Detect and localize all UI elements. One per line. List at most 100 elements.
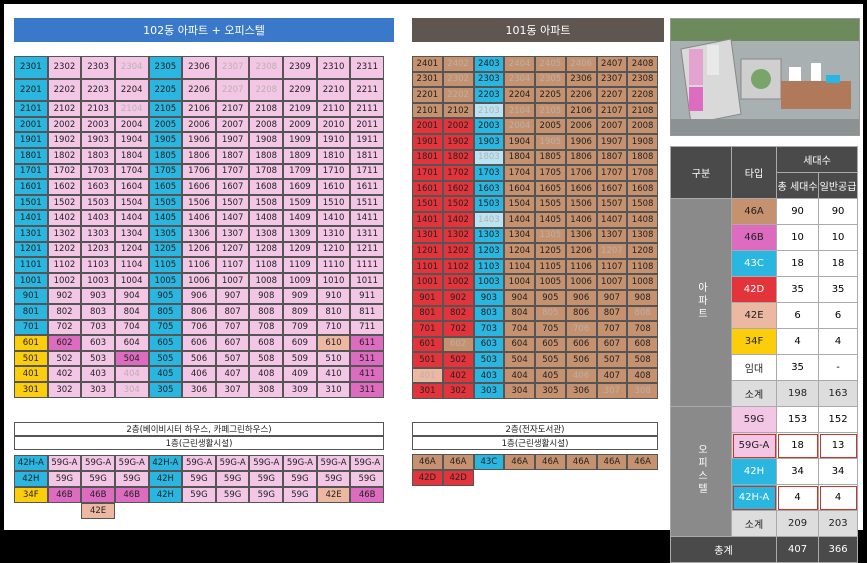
bldg102-unit-cell: 401 — [14, 366, 48, 382]
bldg102-unit-cell — [249, 503, 283, 519]
bldg102-unit-cell: 2110 — [316, 101, 351, 117]
bldg101-unit-cell: 2404 — [504, 56, 535, 72]
bldg101-unit-cell — [474, 470, 505, 486]
building-101-floor2-label: 2층(전자도서관) — [412, 422, 658, 436]
bldg102-unit-cell: 42E — [316, 487, 351, 503]
bldg101-unit-cell: 1403 — [473, 211, 505, 228]
bldg101-unit-cell — [504, 470, 535, 486]
bldg102-unit-cell: 1105 — [148, 257, 183, 273]
building-102-title: 102동 아파트 + 오피스텔 — [14, 18, 394, 42]
bldg101-unit-cell: 46A — [596, 454, 628, 470]
bldg102-unit-cell: 2311 — [350, 56, 384, 79]
bldg101-unit-cell: 1204 — [504, 243, 535, 259]
bldg101-unit-cell: 2203 — [473, 87, 505, 103]
total-cell: 18 — [775, 250, 820, 277]
bldg101-unit-cell: 807 — [596, 305, 628, 322]
bldg102-unit-cell: 1210 — [316, 241, 351, 258]
general-cell: 10 — [818, 224, 858, 251]
bldg102-unit-cell: 609 — [283, 335, 317, 351]
bldg102-unit-cell: 407 — [215, 366, 250, 382]
bldg101-unit-cell: 1308 — [627, 227, 658, 244]
bldg102-unit-cell: 1301 — [14, 225, 48, 242]
bldg101-unit-cell: 1702 — [442, 165, 474, 181]
bldg102-unit-cell: 59G — [249, 487, 284, 503]
bldg102-unit-cell: 403 — [81, 366, 115, 382]
bldg101-unit-cell: 1707 — [596, 165, 628, 181]
bldg102-unit-cell: 1109 — [283, 257, 317, 273]
bldg102-unit-cell: 910 — [316, 288, 351, 304]
bldg101-unit-cell: 1101 — [412, 258, 443, 275]
bldg102-unit-cell: 34F — [14, 487, 48, 503]
bldg101-unit-cell: 1607 — [596, 180, 628, 197]
bldg101-unit-cell: 1907 — [596, 133, 628, 150]
bldg101-unit-cell: 2002 — [442, 118, 474, 134]
bldg101-unit-cell: 2208 — [627, 87, 658, 103]
type-cell: 59G-A — [731, 432, 777, 459]
bldg101-unit-cell: 1506 — [565, 196, 597, 212]
bldg102-unit-cell: 2211 — [350, 78, 384, 102]
bldg102-unit-cell: 909 — [283, 288, 317, 304]
off-subtotal-general-text: 203 — [828, 518, 848, 529]
bldg101-unit-cell: 2308 — [627, 71, 658, 88]
bldg102-unit-cell: 705 — [148, 319, 183, 336]
bldg101-unit-cell: 507 — [596, 352, 628, 368]
bldg102-unit-cell: 2003 — [81, 116, 115, 133]
bldg101-unit-cell: 608 — [627, 336, 658, 353]
bldg102-unit-cell: 2210 — [316, 78, 351, 102]
bldg102-unit-cell: 1605 — [148, 179, 183, 195]
bldg101-unit-cell: 1107 — [596, 258, 628, 275]
bldg102-unit-cell: 1405 — [148, 210, 183, 226]
bldg101-unit-cell: 505 — [535, 352, 566, 368]
bldg101-unit-cell: 1808 — [627, 149, 658, 166]
bldg102-unit-cell: 1807 — [215, 148, 250, 164]
bldg102-unit-cell: 1507 — [215, 194, 250, 211]
type-cell-text: 59G — [743, 414, 765, 425]
bldg102-unit-cell: 1403 — [81, 210, 115, 226]
bldg101-unit-cell: 1708 — [627, 165, 658, 181]
type-cell-text: 46A — [744, 206, 764, 217]
bldg102-unit-cell: 903 — [81, 288, 115, 304]
bldg102-unit-cell: 2006 — [182, 116, 216, 133]
bldg102-unit-cell: 1708 — [249, 163, 284, 180]
bldg102-unit-cell: 1901 — [14, 132, 48, 148]
bldg102-unit-cell: 1207 — [215, 241, 250, 258]
type-cell: 42E — [731, 302, 777, 329]
bldg101-unit-cell: 1701 — [412, 165, 443, 181]
bldg101-unit-cell: 1301 — [412, 227, 443, 244]
bldg101-unit-cell: 1608 — [627, 180, 658, 197]
site-map-illustration — [671, 19, 859, 135]
bldg102-unit-cell: 46B — [47, 487, 82, 503]
bldg102-unit-cell: 59G-A — [215, 455, 250, 471]
bldg102-unit-cell: 1406 — [182, 210, 216, 226]
bldg102-unit-cell: 1911 — [350, 132, 384, 148]
bldg102-unit-cell: 308 — [249, 381, 284, 398]
general-cell: 6 — [818, 302, 858, 329]
bldg101-unit-cell: 1008 — [627, 274, 658, 290]
building-101-floor1-label: 1층(근린생활시설) — [412, 436, 658, 450]
bldg101-unit-cell: 2108 — [627, 102, 658, 119]
bldg102-unit-cell: 59G-A — [249, 455, 284, 471]
type-cell: 42H-A — [731, 484, 777, 511]
off-subtotal-label: 소계 — [731, 510, 777, 537]
bldg101-unit-cell: 802 — [442, 305, 474, 322]
bldg101-unit-cell: 1003 — [473, 274, 505, 290]
general-cell: 152 — [818, 406, 858, 433]
bldg101-unit-cell: 508 — [627, 352, 658, 368]
total-cell-text: 4 — [794, 336, 801, 347]
bldg102-unit-cell: 2107 — [215, 101, 250, 117]
bldg102-unit-cell: 2104 — [114, 101, 149, 117]
bldg102-unit-cell: 1307 — [215, 225, 250, 242]
bldg102-unit-cell: 1306 — [182, 225, 216, 242]
general-cell-text: 10 — [831, 232, 845, 243]
bldg101-unit-cell: 701 — [412, 321, 443, 337]
bldg101-unit-cell: 2403 — [473, 56, 505, 72]
bldg101-unit-cell: 1405 — [535, 211, 566, 228]
page-frame: 102동 아파트 + 오피스텔 101동 아파트 2301 2302 2303 230… — [4, 4, 863, 563]
bldg102-unit-cell: 1211 — [350, 241, 384, 258]
bldg102-unit-cell: 1609 — [283, 179, 317, 195]
apt-subtotal-general-text: 163 — [828, 388, 848, 399]
type-cell-text: 42H — [743, 466, 765, 477]
general-cell-text: 4 — [834, 492, 842, 503]
bldg102-unit-cell: 801 — [14, 303, 48, 320]
bldg102-unit-cell: 1603 — [81, 179, 115, 195]
